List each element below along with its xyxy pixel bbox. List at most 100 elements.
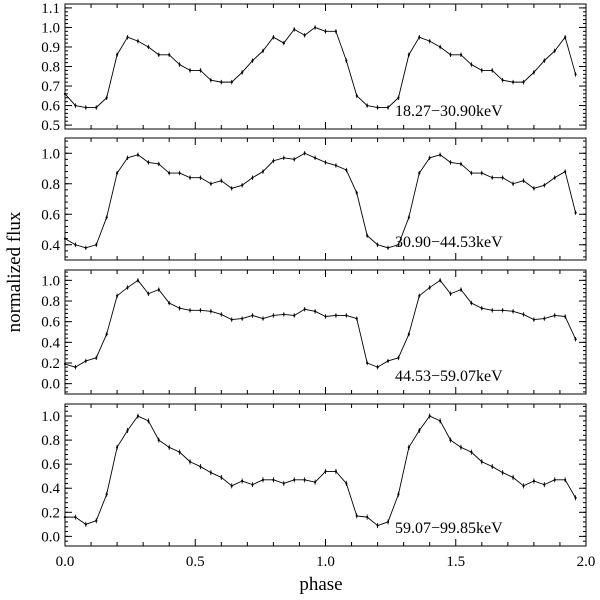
data-point — [63, 236, 67, 241]
data-point — [428, 155, 431, 161]
data-marker — [439, 153, 442, 156]
y-tick-label: 0.6 — [41, 207, 60, 223]
data-point — [522, 79, 525, 85]
data-marker — [313, 481, 317, 484]
data-marker — [84, 106, 87, 109]
data-point — [157, 52, 160, 58]
data-point — [116, 52, 119, 58]
data-marker — [220, 81, 223, 84]
data-point — [480, 306, 483, 311]
data-point — [313, 155, 317, 161]
data-point — [449, 160, 452, 165]
data-marker — [418, 171, 421, 175]
data-point — [157, 161, 160, 167]
data-point — [334, 468, 338, 474]
y-tick-label: 0.7 — [41, 79, 60, 95]
data-point — [334, 29, 338, 34]
data-marker — [522, 313, 525, 316]
data-marker — [553, 176, 556, 179]
data-point — [564, 169, 567, 174]
panel-frame — [64, 269, 587, 395]
x-tick-label: 0.5 — [186, 554, 205, 570]
data-point — [282, 155, 285, 161]
data-marker — [220, 476, 223, 479]
data-point — [459, 444, 463, 450]
y-tick-label: 0.9 — [41, 40, 60, 56]
y-tick-label: 0.4 — [41, 335, 60, 351]
y-tick-label: 0.8 — [41, 177, 60, 193]
data-marker — [459, 162, 463, 166]
data-point — [178, 62, 181, 67]
data-point — [241, 316, 244, 321]
data-point — [168, 170, 171, 176]
data-marker — [511, 182, 515, 185]
data-point — [188, 175, 192, 180]
data-marker — [459, 288, 463, 291]
data-point — [282, 40, 285, 46]
data-point — [397, 355, 400, 361]
data-marker — [418, 429, 421, 432]
data-point — [543, 316, 546, 321]
data-marker — [188, 176, 192, 179]
y-tick-label: 1.0 — [41, 273, 60, 289]
data-point — [366, 514, 369, 520]
data-point — [313, 479, 317, 485]
data-point — [116, 444, 119, 450]
data-point — [220, 79, 223, 85]
data-marker — [324, 30, 327, 33]
data-marker — [157, 439, 160, 442]
data-marker — [470, 63, 473, 66]
data-marker — [209, 182, 212, 185]
data-marker — [491, 176, 494, 179]
data-point — [230, 186, 233, 191]
data-point — [324, 29, 327, 34]
data-point — [199, 68, 202, 73]
data-point — [407, 444, 410, 450]
data-marker — [251, 314, 254, 317]
data-marker — [418, 36, 421, 39]
data-point — [574, 210, 577, 215]
data-point — [188, 68, 192, 73]
data-marker — [355, 514, 358, 518]
data-marker — [282, 482, 285, 485]
data-point — [168, 300, 171, 306]
data-point — [74, 514, 77, 520]
data-point — [355, 316, 358, 321]
data-marker — [157, 162, 160, 166]
data-marker — [188, 69, 192, 72]
panel-frame — [64, 137, 587, 261]
data-point — [428, 285, 431, 290]
data-marker — [543, 184, 546, 187]
data-point — [345, 480, 348, 486]
data-point — [95, 518, 98, 524]
y-tick-label: 0.4 — [41, 481, 60, 497]
data-marker — [511, 476, 515, 479]
y-tick-label: 0.5 — [41, 118, 60, 134]
panel-4: 0.0 0.2 0.4 0.6 0.8 1.0 59.07−99.85keV 0.0 0.5 1.… — [41, 403, 595, 570]
data-point — [397, 95, 400, 100]
data-point — [241, 70, 244, 75]
energy-band-label: 30.90−44.53keV — [395, 234, 503, 251]
data-marker — [366, 361, 369, 365]
data-point — [407, 331, 410, 337]
data-marker — [303, 308, 306, 311]
data-point — [511, 79, 515, 85]
data-point — [220, 178, 223, 183]
data-marker — [376, 106, 379, 109]
data-marker — [282, 41, 285, 45]
data-point — [470, 300, 473, 306]
y-tick-label: 1.0 — [41, 20, 60, 36]
data-marker — [116, 53, 119, 56]
data-marker — [366, 516, 369, 519]
data-point — [491, 464, 494, 470]
data-marker — [480, 171, 483, 175]
data-marker — [366, 234, 369, 237]
data-marker — [428, 40, 431, 43]
data-point — [209, 77, 212, 83]
data-marker — [230, 81, 233, 84]
x-tick-label: 0.0 — [56, 554, 75, 570]
data-point — [116, 293, 119, 299]
data-point — [126, 155, 129, 161]
data-marker — [147, 292, 150, 295]
data-point — [532, 478, 536, 484]
